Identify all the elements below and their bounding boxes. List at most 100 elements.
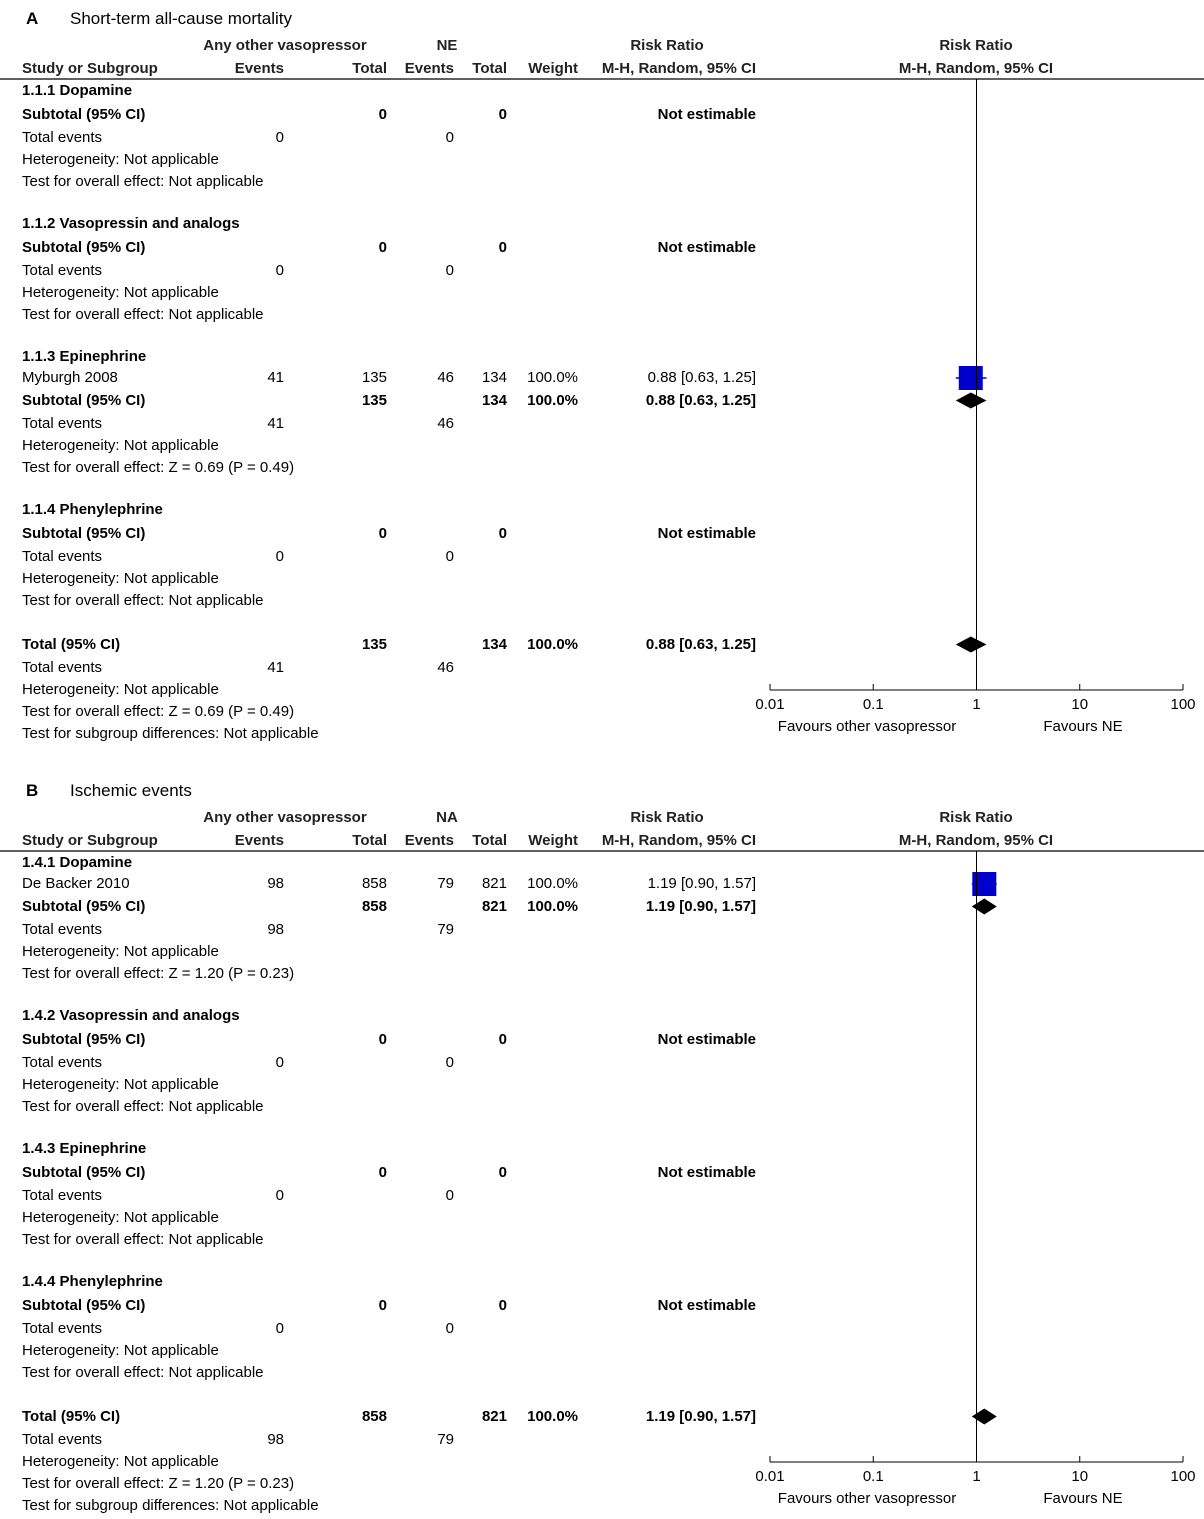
row-label: Total events xyxy=(22,415,103,432)
row-label: Total events xyxy=(22,921,103,938)
forest-plot-panel-b: B Ischemic events Any other vasopressor N… xyxy=(0,772,1204,1519)
events-group2: 0 xyxy=(445,262,454,279)
events-group2: 79 xyxy=(437,921,454,938)
total-group2: 821 xyxy=(481,897,507,915)
events-group2: 0 xyxy=(445,1320,454,1337)
header-events: Events xyxy=(404,832,454,849)
row-label: Heterogeneity: Not applicable xyxy=(22,570,219,587)
header-events: Events xyxy=(234,832,284,849)
x-tick-label: 0.01 xyxy=(755,1468,785,1485)
weight-value: 100.0% xyxy=(527,369,578,386)
row-label: Total events xyxy=(22,1054,103,1071)
row-label: Total events xyxy=(22,1187,103,1204)
events-group1: 41 xyxy=(267,659,284,676)
row-label: Total events xyxy=(22,1431,103,1448)
header-group2: NA xyxy=(436,809,458,826)
row-label: Test for overall effect: Not applicable xyxy=(22,592,264,609)
x-tick-label: 1 xyxy=(972,696,981,713)
events-group1: 0 xyxy=(275,129,284,146)
events-group1: 98 xyxy=(267,921,284,938)
total-group1: 135 xyxy=(361,391,387,409)
row-label: Heterogeneity: Not applicable xyxy=(22,943,219,960)
total-group2: 0 xyxy=(498,238,507,256)
header-rr-title: Risk Ratio xyxy=(630,37,704,54)
events-group2: 46 xyxy=(437,369,454,386)
row-label: Heterogeneity: Not applicable xyxy=(22,437,219,454)
total-group1: 858 xyxy=(361,897,387,915)
risk-ratio-value: Not estimable xyxy=(657,1163,756,1181)
risk-ratio-value: 1.19 [0.90, 1.57] xyxy=(647,875,756,892)
x-tick-label: 1 xyxy=(972,1468,981,1485)
favours-left-label: Favours other vasopressor xyxy=(777,1490,957,1507)
x-tick-label: 0.1 xyxy=(862,696,884,713)
total-group2: 0 xyxy=(498,1296,507,1314)
panel-title: Short-term all-cause mortality xyxy=(70,9,293,28)
events-group1: 98 xyxy=(267,875,284,892)
header-study: Study or Subgroup xyxy=(22,60,158,77)
row-label: Heterogeneity: Not applicable xyxy=(22,681,219,698)
header-weight: Weight xyxy=(528,832,578,849)
total-group2: 821 xyxy=(481,1407,507,1425)
total-group2: 0 xyxy=(498,1030,507,1048)
total-group1: 858 xyxy=(361,875,387,892)
header-group2: NE xyxy=(436,37,458,54)
row-label: Test for overall effect: Not applicable xyxy=(22,1231,264,1248)
forest-plot-panel-a: A Short-term all-cause mortality Any oth… xyxy=(0,9,1204,742)
header-weight: Weight xyxy=(528,60,578,77)
events-group2: 0 xyxy=(445,129,454,146)
weight-value: 100.0% xyxy=(527,897,578,915)
total-group2: 0 xyxy=(498,105,507,123)
x-tick-label: 0.01 xyxy=(755,696,785,713)
total-group1: 0 xyxy=(378,1030,387,1048)
row-label: Subtotal (95% CI) xyxy=(22,105,146,123)
events-group1: 0 xyxy=(275,548,284,565)
events-group2: 0 xyxy=(445,1054,454,1071)
events-group1: 0 xyxy=(275,1054,284,1071)
total-group1: 135 xyxy=(361,369,387,386)
row-label: Test for subgroup differences: Not appli… xyxy=(22,1497,319,1514)
forest-plot-svg xyxy=(0,78,1204,691)
header-study: Study or Subgroup xyxy=(22,832,158,849)
events-group2: 79 xyxy=(437,875,454,892)
header-total: Total xyxy=(472,60,507,77)
events-group1: 0 xyxy=(275,1320,284,1337)
total-group1: 0 xyxy=(378,238,387,256)
subgroup-heading: 1.1.2 Vasopressin and analogs xyxy=(22,215,240,232)
total-group1: 0 xyxy=(378,105,387,123)
header-plot-sub: M-H, Random, 95% CI xyxy=(898,60,1054,77)
study-name: Myburgh 2008 xyxy=(22,369,118,386)
total-group2: 821 xyxy=(481,875,507,892)
events-group2: 79 xyxy=(437,1431,454,1448)
x-tick-label: 100 xyxy=(1170,1468,1196,1485)
x-tick-label: 0.1 xyxy=(862,1468,884,1485)
risk-ratio-value: Not estimable xyxy=(657,1030,756,1048)
subgroup-heading: 1.4.3 Epinephrine xyxy=(22,1140,147,1157)
row-label: Test for overall effect: Z = 0.69 (P = 0… xyxy=(22,703,295,720)
favours-left-label: Favours other vasopressor xyxy=(777,718,957,735)
subgroup-heading: 1.4.1 Dopamine xyxy=(22,854,133,871)
header-total: Total xyxy=(352,60,387,77)
subgroup-heading: 1.4.4 Phenylephrine xyxy=(22,1273,163,1290)
row-label: Subtotal (95% CI) xyxy=(22,1163,146,1181)
study-name: De Backer 2010 xyxy=(22,875,130,892)
header-plot-sub: M-H, Random, 95% CI xyxy=(898,832,1054,849)
total-group2: 134 xyxy=(481,369,507,386)
risk-ratio-value: Not estimable xyxy=(657,238,756,256)
x-tick-label: 10 xyxy=(1071,1468,1089,1485)
row-label: Test for overall effect: Z = 1.20 (P = 0… xyxy=(22,1475,295,1492)
risk-ratio-value: 0.88 [0.63, 1.25] xyxy=(645,635,756,653)
events-group2: 0 xyxy=(445,548,454,565)
total-group2: 134 xyxy=(481,635,507,653)
events-group2: 46 xyxy=(437,415,454,432)
study-marker xyxy=(972,872,997,896)
row-label: Test for overall effect: Z = 1.20 (P = 0… xyxy=(22,965,295,982)
weight-value: 100.0% xyxy=(527,1407,578,1425)
x-tick-label: 10 xyxy=(1071,696,1089,713)
total-group1: 0 xyxy=(378,524,387,542)
events-group1: 0 xyxy=(275,262,284,279)
events-group2: 46 xyxy=(437,659,454,676)
subgroup-heading: 1.1.3 Epinephrine xyxy=(22,348,147,365)
row-label: Total (95% CI) xyxy=(22,635,121,653)
risk-ratio-value: 0.88 [0.63, 1.25] xyxy=(645,391,756,409)
row-label: Heterogeneity: Not applicable xyxy=(22,1209,219,1226)
